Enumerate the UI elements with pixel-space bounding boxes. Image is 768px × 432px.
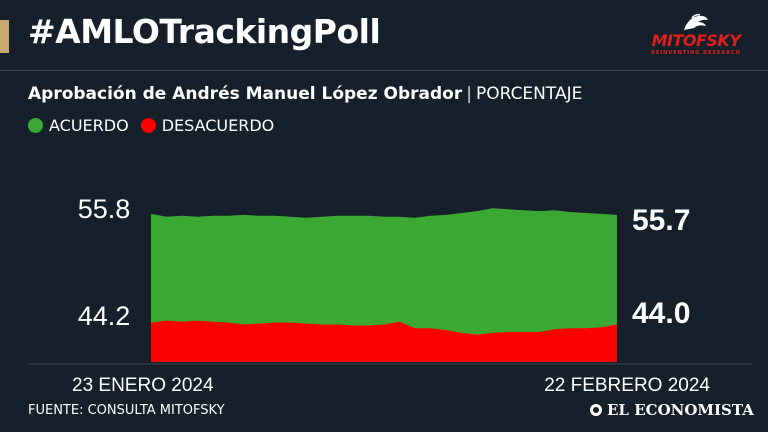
header-divider <box>0 70 768 71</box>
legend-label-acuerdo: ACUERDO <box>49 116 129 135</box>
logo-name: MITOFSKY <box>651 31 741 50</box>
brand-mark-icon <box>590 404 602 416</box>
subtitle-main: Aprobación de Andrés Manuel López Obrado… <box>28 84 463 104</box>
subtitle-separator: | <box>466 84 472 104</box>
start-value-desacuerdo: 44.2 <box>78 301 131 331</box>
source-note: FUENTE: CONSULTA MITOFSKY <box>28 403 225 418</box>
page-title: #AMLOTrackingPoll <box>28 12 381 51</box>
legend-swatch-acuerdo <box>28 118 43 133</box>
end-value-desacuerdo: 44.0 <box>632 297 690 330</box>
el-economista-logo: EL ECONOMISTA <box>590 401 754 419</box>
logo-tagline: REINVENTING RESEARCH <box>651 50 741 56</box>
legend-item-acuerdo: ACUERDO <box>28 116 129 135</box>
end-value-acuerdo: 55.7 <box>632 204 690 237</box>
start-value-acuerdo: 55.8 <box>78 194 131 224</box>
legend-item-desacuerdo: DESACUERDO <box>140 116 275 135</box>
legend-label-desacuerdo: DESACUERDO <box>161 116 275 135</box>
mitofsky-logo: MITOFSKY REINVENTING RESEARCH <box>648 12 744 60</box>
brand-name: EL ECONOMISTA <box>607 401 754 419</box>
chart-subtitle: Aprobación de Andrés Manuel López Obrado… <box>28 84 582 104</box>
accent-bar <box>0 20 9 53</box>
legend-swatch-desacuerdo <box>140 118 156 133</box>
horse-icon <box>684 14 708 30</box>
x-end-label: 22 FEBRERO 2024 <box>544 375 710 396</box>
legend: ACUERDO DESACUERDO <box>28 116 286 135</box>
series-area-desacuerdo <box>151 320 617 362</box>
subtitle-unit: PORCENTAJE <box>475 84 583 104</box>
x-start-label: 23 ENERO 2024 <box>72 375 214 396</box>
